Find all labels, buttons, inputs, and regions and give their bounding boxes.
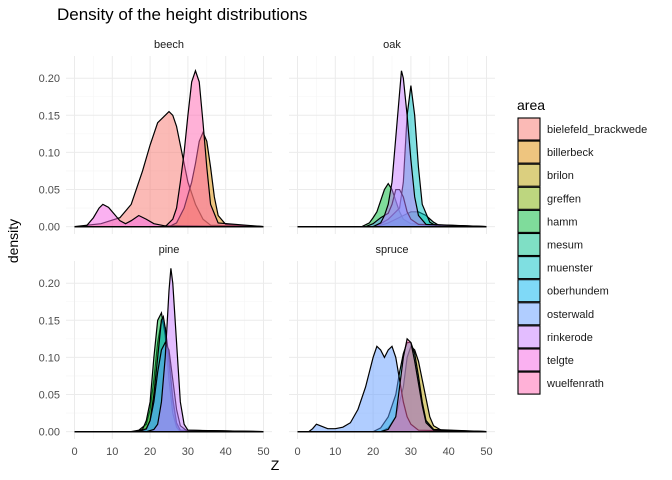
density-curve-osterwald xyxy=(297,345,487,433)
density-curve-wuelfenrath xyxy=(74,68,264,228)
y-tick-label: 0.05 xyxy=(39,390,60,402)
legend-swatch xyxy=(517,371,541,395)
x-tick-label: 50 xyxy=(480,446,492,458)
legend-swatch xyxy=(517,232,541,257)
x-tick-label: 30 xyxy=(182,446,194,458)
facet-strip-label: pine xyxy=(159,244,180,256)
legend-label: telgte xyxy=(547,355,574,367)
facet-panels: beech 0.00 0.05 0.10 0.15 0.20 oak pine 0.00 0.05… xyxy=(39,39,495,458)
legend-item-wuelfenrath: wuelfenrath xyxy=(517,371,604,395)
legend-item-billerbeck: billerbeck xyxy=(517,140,594,164)
legend-label: rinkerode xyxy=(547,332,593,344)
legend-label: hamm xyxy=(547,216,578,228)
y-tick-label: 0.15 xyxy=(39,110,60,122)
legend-label: mesum xyxy=(547,240,583,252)
y-tick-label: 0.10 xyxy=(39,352,60,364)
legend-label: osterwald xyxy=(547,309,594,321)
legend-label: greffen xyxy=(547,193,581,205)
density-curve-wuelfenrath xyxy=(297,337,487,433)
legend-item-bielefeld_brackwede: bielefeld_brackwede xyxy=(517,117,647,141)
y-axis-title: density xyxy=(5,219,21,263)
chart-title: Density of the height distributions xyxy=(57,5,307,24)
legend-label: brilon xyxy=(547,170,574,182)
x-axis-title: Z xyxy=(271,457,280,473)
facet-strip-label: oak xyxy=(383,39,401,51)
facet-panel-pine: pine 0.00 0.05 0.10 0.15 0.20 0 10 20 30 40 50 xyxy=(39,244,272,458)
legend-label: billerbeck xyxy=(547,147,594,159)
x-tick-label: 0 xyxy=(71,446,77,458)
legend-swatch xyxy=(517,163,541,187)
x-tick-label: 10 xyxy=(329,446,341,458)
y-tick-label: 0.00 xyxy=(39,222,60,234)
x-tick-label: 20 xyxy=(144,446,156,458)
density-curve-telgte xyxy=(74,203,264,228)
x-tick-label: 30 xyxy=(405,446,417,458)
legend-item-brilon: brilon xyxy=(517,163,574,187)
x-tick-label: 40 xyxy=(443,446,455,458)
x-tick-label: 50 xyxy=(257,446,269,458)
legend-swatch xyxy=(517,209,541,233)
x-tick-label: 10 xyxy=(106,446,118,458)
facet-strip-label: spruce xyxy=(375,244,408,256)
x-tick-label: 0 xyxy=(294,446,300,458)
x-tick-label: 40 xyxy=(220,446,232,458)
legend-swatch xyxy=(517,186,541,210)
facet-panel-beech: beech 0.00 0.05 0.10 0.15 0.20 xyxy=(39,39,272,234)
y-tick-label: 0.00 xyxy=(39,427,60,439)
legend: area bielefeld_brackwede billerbeck brilon… xyxy=(517,97,647,395)
density-curve-rinkerode xyxy=(74,268,264,433)
legend-swatch xyxy=(517,140,541,164)
legend-item-greffen: greffen xyxy=(517,186,581,210)
legend-item-oberhundem: oberhundem xyxy=(517,279,609,303)
facet-panel-oak: oak xyxy=(289,39,495,234)
legend-label: bielefeld_brackwede xyxy=(547,124,647,136)
y-tick-label: 0.10 xyxy=(39,147,60,159)
legend-label: wuelfenrath xyxy=(546,378,604,390)
legend-swatch xyxy=(517,348,541,372)
density-curve-rinkerode xyxy=(297,70,487,228)
legend-label: oberhundem xyxy=(547,286,609,298)
y-tick-label: 0.20 xyxy=(39,73,60,85)
legend-swatch xyxy=(517,117,541,141)
legend-item-osterwald: osterwald xyxy=(517,302,594,326)
legend-item-telgte: telgte xyxy=(517,348,574,372)
legend-swatch xyxy=(517,256,541,280)
legend-item-muenster: muenster xyxy=(517,256,593,280)
legend-keys: bielefeld_brackwede billerbeck brilon greff… xyxy=(517,117,647,395)
legend-item-hamm: hamm xyxy=(517,209,578,233)
x-tick-label: 20 xyxy=(367,446,379,458)
y-tick-label: 0.05 xyxy=(39,185,60,197)
facet-panel-spruce: spruce 0 10 20 30 40 50 xyxy=(289,244,495,458)
legend-item-rinkerode: rinkerode xyxy=(517,325,593,349)
legend-label: muenster xyxy=(547,263,593,275)
y-tick-label: 0.15 xyxy=(39,315,60,327)
legend-swatch xyxy=(517,279,541,303)
facet-strip-label: beech xyxy=(154,39,184,51)
legend-swatch xyxy=(517,302,541,326)
y-tick-label: 0.20 xyxy=(39,278,60,290)
legend-swatch xyxy=(517,325,541,349)
legend-item-mesum: mesum xyxy=(517,232,583,257)
legend-title: area xyxy=(517,97,545,113)
